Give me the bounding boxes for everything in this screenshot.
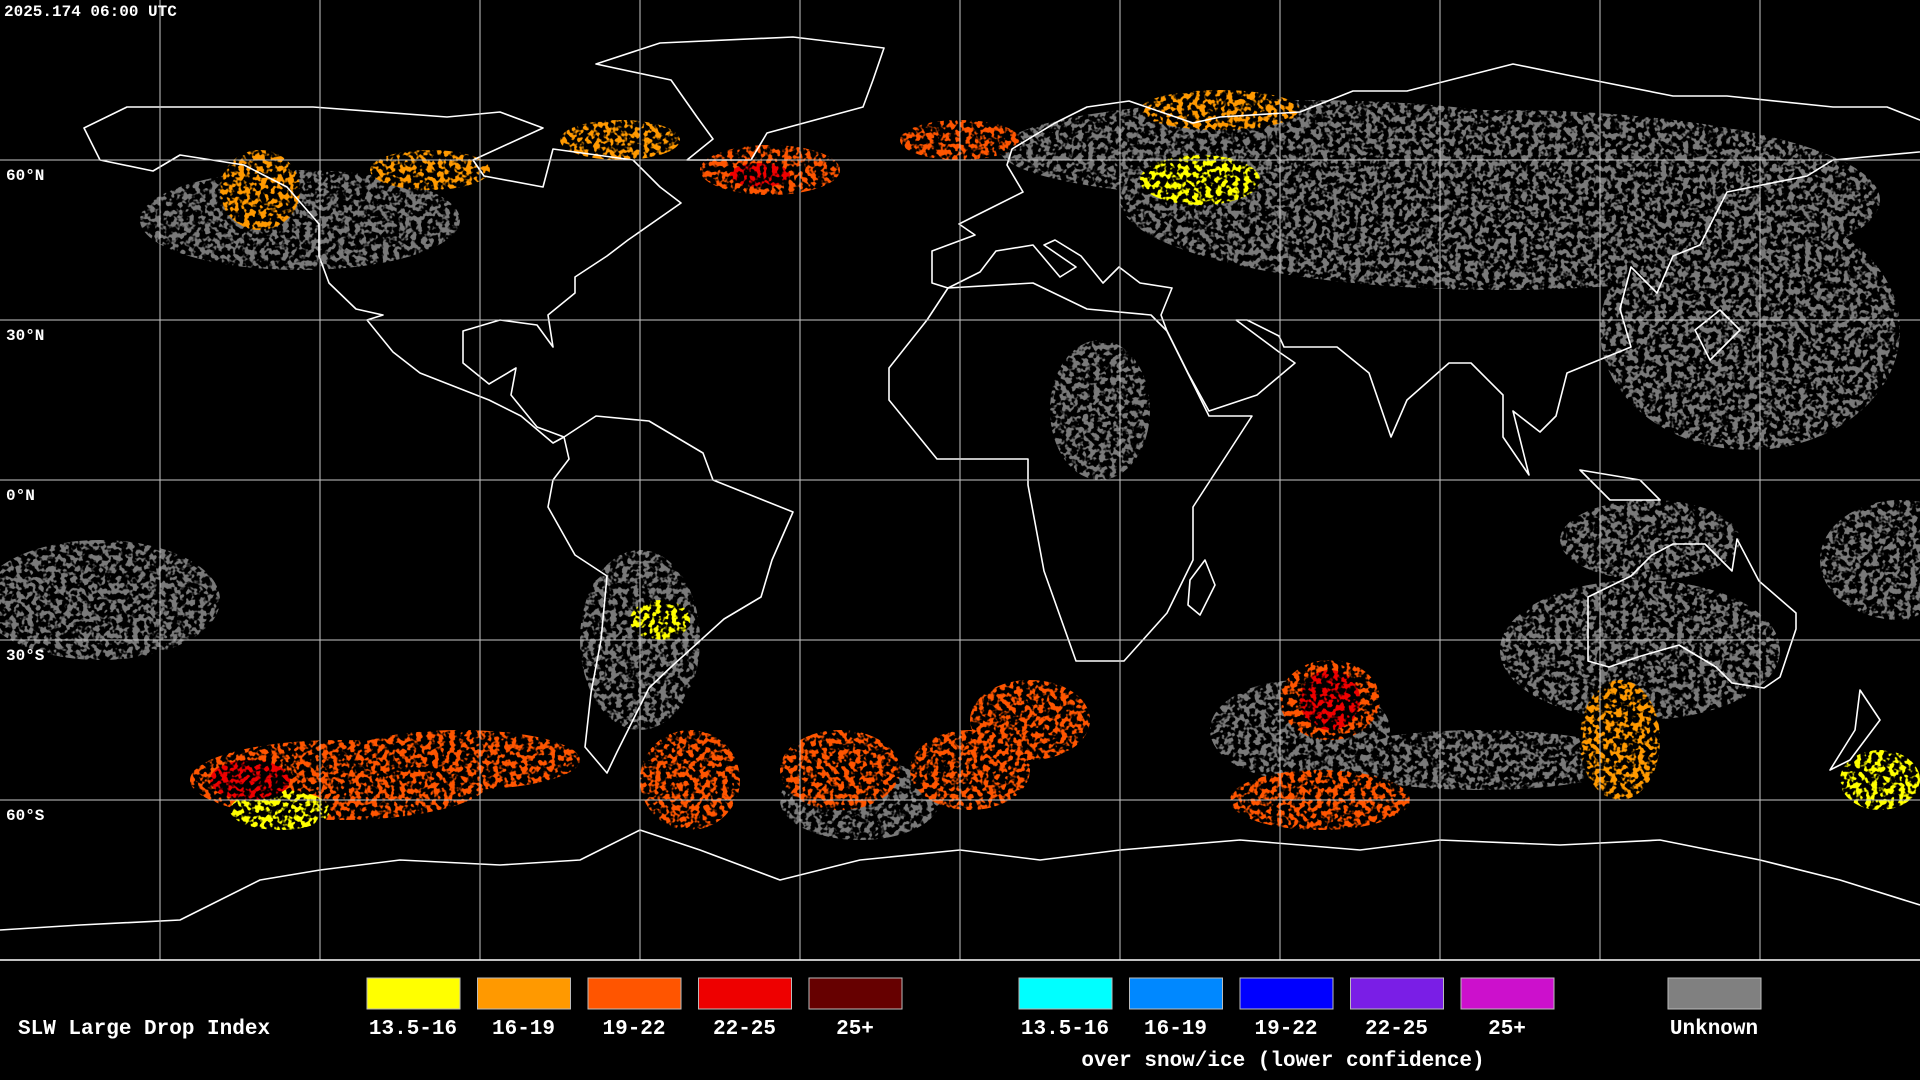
legend-caption: over snow/ice (lower confidence)	[1081, 1050, 1484, 1073]
coastlines	[0, 36, 1920, 931]
legend-label: 13.5-16	[369, 1018, 457, 1041]
legend-swatch	[1018, 977, 1113, 1010]
legend: SLW Large Drop Index over snow/ice (lowe…	[18, 977, 1762, 1073]
latitude-label: 30°S	[6, 647, 45, 665]
timestamp: 2025.174 06:00 UTC	[4, 3, 177, 21]
legend-label: 22-25	[713, 1018, 776, 1041]
latitude-label: 60°S	[6, 807, 45, 825]
legend-swatch	[366, 977, 461, 1010]
legend-swatch	[477, 977, 571, 1010]
latitude-label: 0°N	[6, 487, 35, 505]
legend-swatch	[1350, 977, 1444, 1010]
legend-swatch	[808, 977, 903, 1010]
latitude-label: 60°N	[6, 167, 44, 185]
latitude-label: 30°N	[6, 327, 44, 345]
legend-label: 25+	[836, 1018, 874, 1041]
legend-swatch	[1667, 977, 1762, 1010]
legend-label: Unknown	[1670, 1018, 1758, 1041]
legend-label: 16-19	[492, 1018, 555, 1041]
cloud-field	[0, 90, 1920, 840]
legend-label: 19-22	[1254, 1018, 1317, 1041]
legend-swatch	[587, 977, 682, 1010]
legend-label: 19-22	[602, 1018, 665, 1041]
legend-swatch	[1460, 977, 1555, 1010]
legend-label: 25+	[1488, 1018, 1526, 1041]
legend-title: SLW Large Drop Index	[18, 1018, 270, 1041]
graticule	[0, 0, 1920, 960]
legend-swatch	[1129, 977, 1223, 1010]
legend-swatch	[1239, 977, 1334, 1010]
legend-swatch	[698, 977, 792, 1010]
latitude-labels: 60°N 30°N 0°N 30°S 60°S	[6, 167, 45, 825]
legend-label: 22-25	[1365, 1018, 1428, 1041]
legend-label: 13.5-16	[1021, 1018, 1109, 1041]
map	[0, 0, 1920, 960]
legend-label: 16-19	[1144, 1018, 1207, 1041]
